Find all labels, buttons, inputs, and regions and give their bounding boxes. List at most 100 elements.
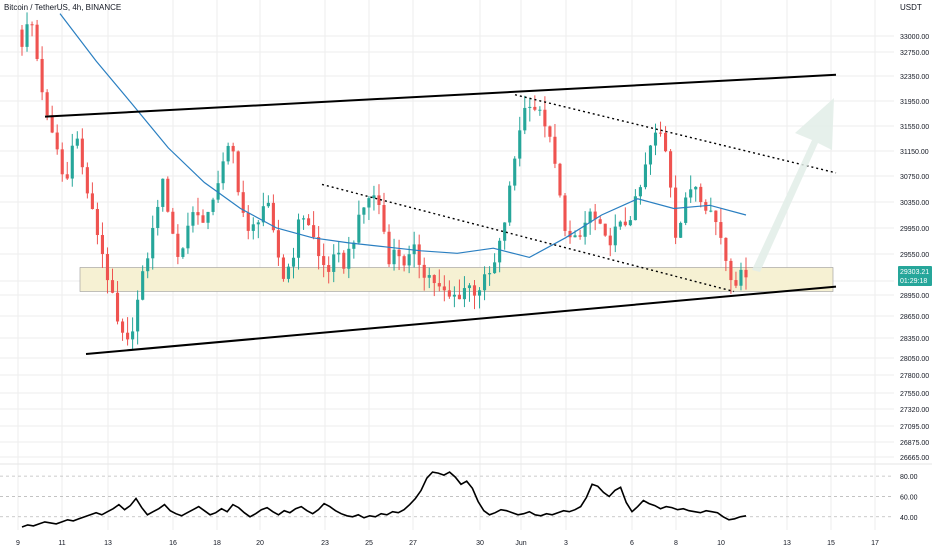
candle [669, 149, 673, 198]
candle-body [669, 151, 673, 188]
candle-body [523, 107, 527, 131]
candle-body [467, 285, 472, 289]
candle-body [739, 269, 743, 286]
candle [322, 243, 326, 278]
candle-body [362, 207, 366, 215]
candle-body [291, 257, 296, 267]
candle-body [457, 294, 461, 300]
candle [679, 221, 683, 238]
time-tick-label: 25 [365, 540, 373, 547]
price-tick-label: 31550.00 [900, 124, 929, 131]
candle-body [744, 269, 748, 278]
lower-channel-line [85, 285, 837, 355]
candle [613, 214, 617, 253]
candle-body [276, 230, 280, 258]
candle-body [417, 244, 421, 265]
candle [30, 21, 34, 37]
candle-body [141, 271, 145, 300]
candle-body [724, 237, 728, 261]
candle [362, 206, 366, 224]
candle [447, 280, 451, 299]
candle [744, 257, 748, 290]
candle-body [352, 242, 356, 249]
candle-body [568, 230, 572, 238]
candle-body [65, 174, 69, 179]
candle [598, 216, 602, 225]
candle-body [432, 275, 436, 284]
time-tick-label: 13 [104, 540, 112, 547]
candle-body [472, 285, 477, 296]
candle-body [342, 252, 346, 269]
candle [427, 267, 431, 289]
candle [90, 182, 94, 210]
candle-body [397, 249, 401, 257]
price-tick-label: 29550.00 [900, 252, 929, 259]
candle-body [236, 151, 240, 193]
candle-body [80, 138, 84, 168]
candle [457, 279, 461, 300]
candle [714, 210, 718, 236]
candle-body [437, 283, 441, 287]
time-tick-label: 17 [871, 540, 879, 547]
candle-body [508, 185, 512, 223]
candle-body [312, 225, 316, 238]
candle [286, 263, 291, 283]
candle-body [201, 215, 205, 223]
time-tick-label: Jun [515, 540, 526, 547]
candle [432, 274, 436, 297]
support-zone [79, 267, 834, 292]
candle [402, 254, 406, 272]
candle [367, 195, 371, 221]
candle [80, 128, 84, 175]
candle-body [146, 258, 150, 272]
candle [608, 227, 612, 257]
candle-body [337, 252, 341, 255]
candle [603, 223, 607, 237]
candle [528, 97, 532, 122]
candle [658, 121, 663, 137]
time-tick-label: 30 [476, 540, 484, 547]
candle-body [412, 244, 416, 255]
candle [276, 219, 280, 266]
descending-dotted-line [514, 94, 837, 174]
candle [593, 204, 597, 231]
candle [553, 123, 557, 169]
candle-body [498, 240, 502, 263]
candle [648, 144, 653, 175]
upper-channel-line [44, 73, 837, 118]
time-tick-label: 3 [564, 540, 568, 547]
candle [628, 216, 632, 227]
price-axis: 33000.00 32750.00 32350.00 31950.00 31550.00… [900, 34, 929, 462]
currency-label: USDT [900, 3, 922, 12]
candle-body [533, 106, 537, 110]
candle [176, 224, 180, 265]
candle-body [638, 187, 642, 197]
candle-body [714, 210, 718, 223]
candle-body [90, 193, 94, 210]
time-tick-label: 9 [16, 540, 20, 547]
candle [407, 245, 411, 274]
candle-body [719, 222, 723, 238]
candle [115, 281, 120, 325]
candle-body [623, 221, 627, 226]
candle-body [85, 167, 89, 194]
candle-body [55, 132, 59, 150]
candles-layer [20, 12, 748, 351]
candle-body [322, 256, 326, 266]
candle [50, 105, 54, 134]
price-tick-label: 28650.00 [900, 314, 929, 321]
candle-body [588, 211, 592, 223]
candle [674, 175, 678, 245]
rsi-tick-label: 80.00 [900, 474, 918, 481]
candle [156, 199, 160, 236]
candle-body [578, 235, 582, 237]
candle [201, 209, 205, 223]
candle [523, 95, 527, 135]
candle [563, 192, 567, 237]
descending-dotted-line [321, 183, 735, 293]
candle-body [563, 195, 567, 231]
candle [211, 197, 215, 216]
candle-body [186, 225, 190, 249]
candle [533, 95, 537, 112]
